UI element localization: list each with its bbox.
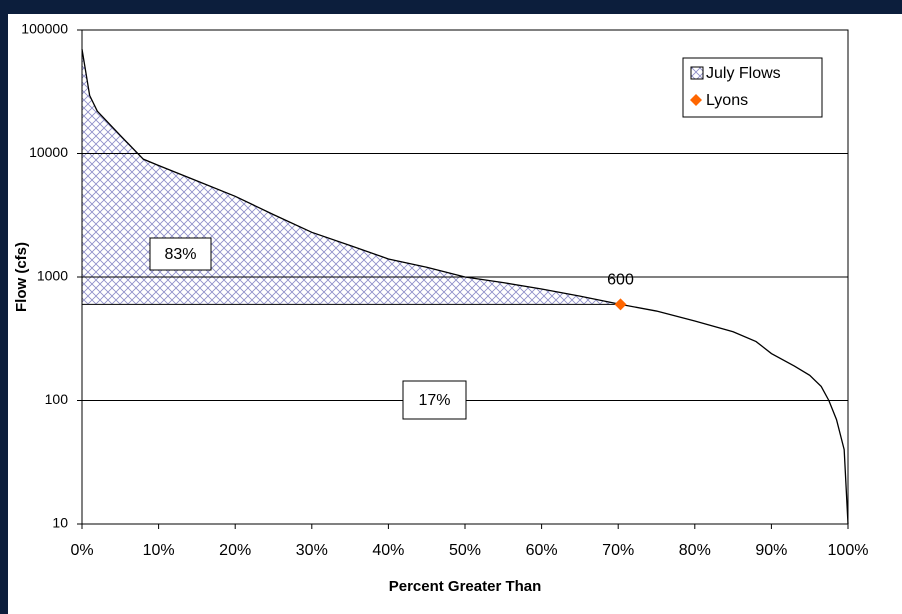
- legend-swatch: [690, 66, 704, 80]
- annotation-box: [149, 237, 212, 271]
- x-tick-label: 70%: [602, 542, 634, 559]
- y-tick-label: 10000: [29, 144, 68, 160]
- legend-box: [682, 57, 823, 118]
- y-tick-label: 100000: [21, 21, 68, 37]
- x-tick-label: 60%: [526, 542, 558, 559]
- x-tick-label: 20%: [219, 542, 251, 559]
- y-axis-title: Flow (cfs): [13, 242, 30, 312]
- x-tick-label: 0%: [70, 542, 93, 559]
- legend-marker: [690, 94, 702, 106]
- x-tick-label: 40%: [372, 542, 404, 559]
- legend-label: July Flows: [706, 65, 781, 82]
- y-tick-label: 100: [45, 391, 69, 407]
- x-tick-label: 90%: [755, 542, 787, 559]
- y-tick-label: 1000: [37, 268, 68, 284]
- y-tick-label: 10: [52, 515, 68, 531]
- x-tick-label: 50%: [449, 542, 481, 559]
- plot-frame: [81, 29, 849, 525]
- point-marker: [614, 298, 627, 311]
- data-label: 600: [607, 272, 634, 289]
- x-tick-label: 30%: [296, 542, 328, 559]
- hatched-area: [82, 49, 621, 305]
- annotation: 83%: [164, 246, 196, 263]
- x-tick-label: 80%: [679, 542, 711, 559]
- flow-curve: [81, 49, 849, 525]
- annotation-box: [402, 380, 467, 420]
- x-tick-label: 10%: [143, 542, 175, 559]
- x-axis-title: Percent Greater Than: [389, 578, 542, 595]
- legend-label: Lyons: [706, 92, 748, 109]
- annotation: 17%: [418, 392, 450, 409]
- x-tick-label: 100%: [828, 542, 869, 559]
